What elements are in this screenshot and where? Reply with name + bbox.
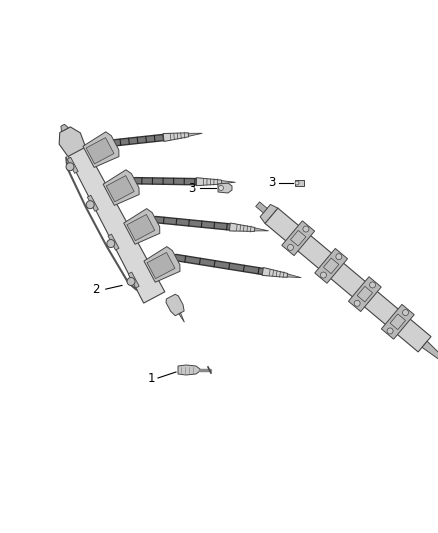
Polygon shape [106, 175, 134, 202]
Polygon shape [163, 133, 189, 141]
Polygon shape [127, 214, 155, 241]
Circle shape [403, 310, 409, 316]
Polygon shape [61, 124, 69, 132]
Circle shape [219, 185, 223, 190]
Polygon shape [260, 205, 278, 223]
Polygon shape [179, 313, 184, 322]
Circle shape [303, 226, 309, 232]
Polygon shape [262, 268, 288, 277]
Text: 3: 3 [189, 182, 196, 195]
Polygon shape [147, 253, 175, 279]
Polygon shape [323, 258, 339, 273]
Polygon shape [357, 286, 373, 302]
Text: 1: 1 [148, 373, 155, 385]
Polygon shape [83, 132, 119, 167]
Polygon shape [87, 195, 99, 211]
Polygon shape [196, 177, 222, 185]
Circle shape [387, 328, 393, 334]
Circle shape [127, 278, 135, 286]
Polygon shape [230, 223, 255, 231]
Polygon shape [218, 183, 232, 193]
Polygon shape [128, 272, 139, 288]
Polygon shape [265, 208, 431, 352]
Circle shape [370, 282, 375, 288]
Polygon shape [390, 314, 406, 329]
Polygon shape [178, 365, 200, 375]
Polygon shape [222, 181, 236, 183]
Polygon shape [282, 221, 314, 256]
Circle shape [107, 239, 115, 247]
Polygon shape [349, 277, 381, 312]
Polygon shape [287, 274, 301, 278]
Polygon shape [166, 294, 184, 316]
Polygon shape [290, 230, 306, 246]
Polygon shape [256, 202, 267, 213]
Circle shape [86, 201, 94, 209]
Circle shape [321, 272, 326, 278]
Polygon shape [315, 248, 348, 283]
Polygon shape [422, 341, 438, 362]
Polygon shape [103, 170, 139, 205]
Circle shape [354, 300, 360, 306]
Polygon shape [254, 228, 268, 231]
Text: 3: 3 [268, 176, 276, 190]
Polygon shape [63, 135, 165, 303]
Polygon shape [124, 208, 160, 244]
Polygon shape [108, 234, 119, 250]
Polygon shape [86, 138, 114, 164]
Text: 2: 2 [92, 283, 100, 296]
Circle shape [336, 254, 342, 260]
Polygon shape [59, 127, 85, 157]
Polygon shape [381, 304, 414, 339]
Circle shape [287, 245, 293, 251]
Polygon shape [295, 180, 304, 186]
Polygon shape [67, 157, 78, 173]
Circle shape [295, 181, 299, 185]
Polygon shape [144, 247, 180, 282]
Polygon shape [188, 133, 202, 136]
Circle shape [66, 163, 74, 171]
